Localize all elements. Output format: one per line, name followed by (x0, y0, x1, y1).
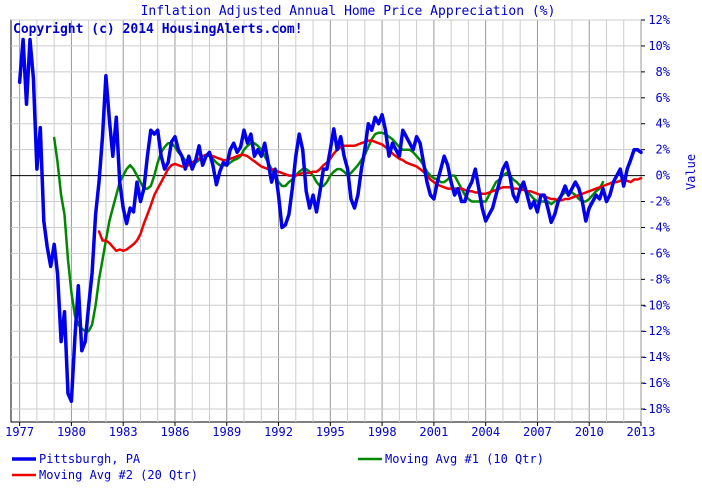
x-tick-label: 2007 (523, 425, 552, 439)
plot-area (10, 19, 642, 423)
y-tick-label: 4% (656, 117, 671, 131)
y-tick-label: 2% (656, 143, 671, 157)
x-axis-ticks: 1977 1980 1983 1986 1989 1992 1995 1998 2001 2004… (5, 422, 655, 439)
legend: Pittsburgh, PA Moving Avg #1 (10 Qtr) Movi… (12, 452, 544, 482)
x-tick-label: 1992 (264, 425, 293, 439)
x-tick-label: 2004 (471, 425, 500, 439)
x-tick-label: 1986 (161, 425, 190, 439)
y-tick-label: 10% (648, 39, 670, 53)
series-line-1 (17, 37, 643, 404)
x-tick-label: 1989 (212, 425, 241, 439)
y-tick-label: -18% (641, 402, 671, 416)
copyright-annotation: Copyright (c) 2014 HousingAlerts.com! (13, 22, 303, 37)
y-tick-label: -16% (641, 376, 671, 390)
y-tick-label: -12% (641, 324, 671, 338)
y-tick-label: -14% (641, 350, 671, 364)
y-tick-label: -10% (641, 298, 671, 312)
x-tick-label: 2010 (575, 425, 604, 439)
x-tick-label: 2013 (627, 425, 656, 439)
y-tick-label: -6% (648, 246, 670, 260)
x-tick-label: 1998 (368, 425, 397, 439)
vertical-gridlines (19, 20, 642, 422)
x-tick-label: 1977 (5, 425, 34, 439)
x-tick-label: 1980 (57, 425, 86, 439)
legend-label-3: Moving Avg #2 (20 Qtr) (39, 468, 198, 482)
y-tick-label: 6% (656, 91, 671, 105)
y-tick-label: 8% (656, 65, 671, 79)
y-axis-label: Value (684, 154, 698, 190)
legend-label-1: Pittsburgh, PA (39, 452, 141, 466)
x-tick-label: 2001 (419, 425, 448, 439)
series-layer (17, 37, 643, 404)
x-tick-label: 1995 (316, 425, 345, 439)
y-tick-label: -4% (648, 220, 670, 234)
chart-title: Inflation Adjusted Annual Home Price App… (141, 4, 556, 19)
y-tick-label: 0% (656, 169, 671, 183)
y-axis-ticks: 12% 10% 8% 6% 4% 2% 0% -2% -4% -6% -8% -10% -12% -14%… (641, 13, 671, 416)
y-tick-label: 12% (648, 13, 670, 27)
y-tick-label: -2% (648, 195, 670, 209)
legend-label-2: Moving Avg #1 (10 Qtr) (385, 452, 544, 466)
y-tick-label: -8% (648, 272, 670, 286)
horizontal-gridlines (11, 19, 641, 410)
x-tick-label: 1983 (109, 425, 138, 439)
